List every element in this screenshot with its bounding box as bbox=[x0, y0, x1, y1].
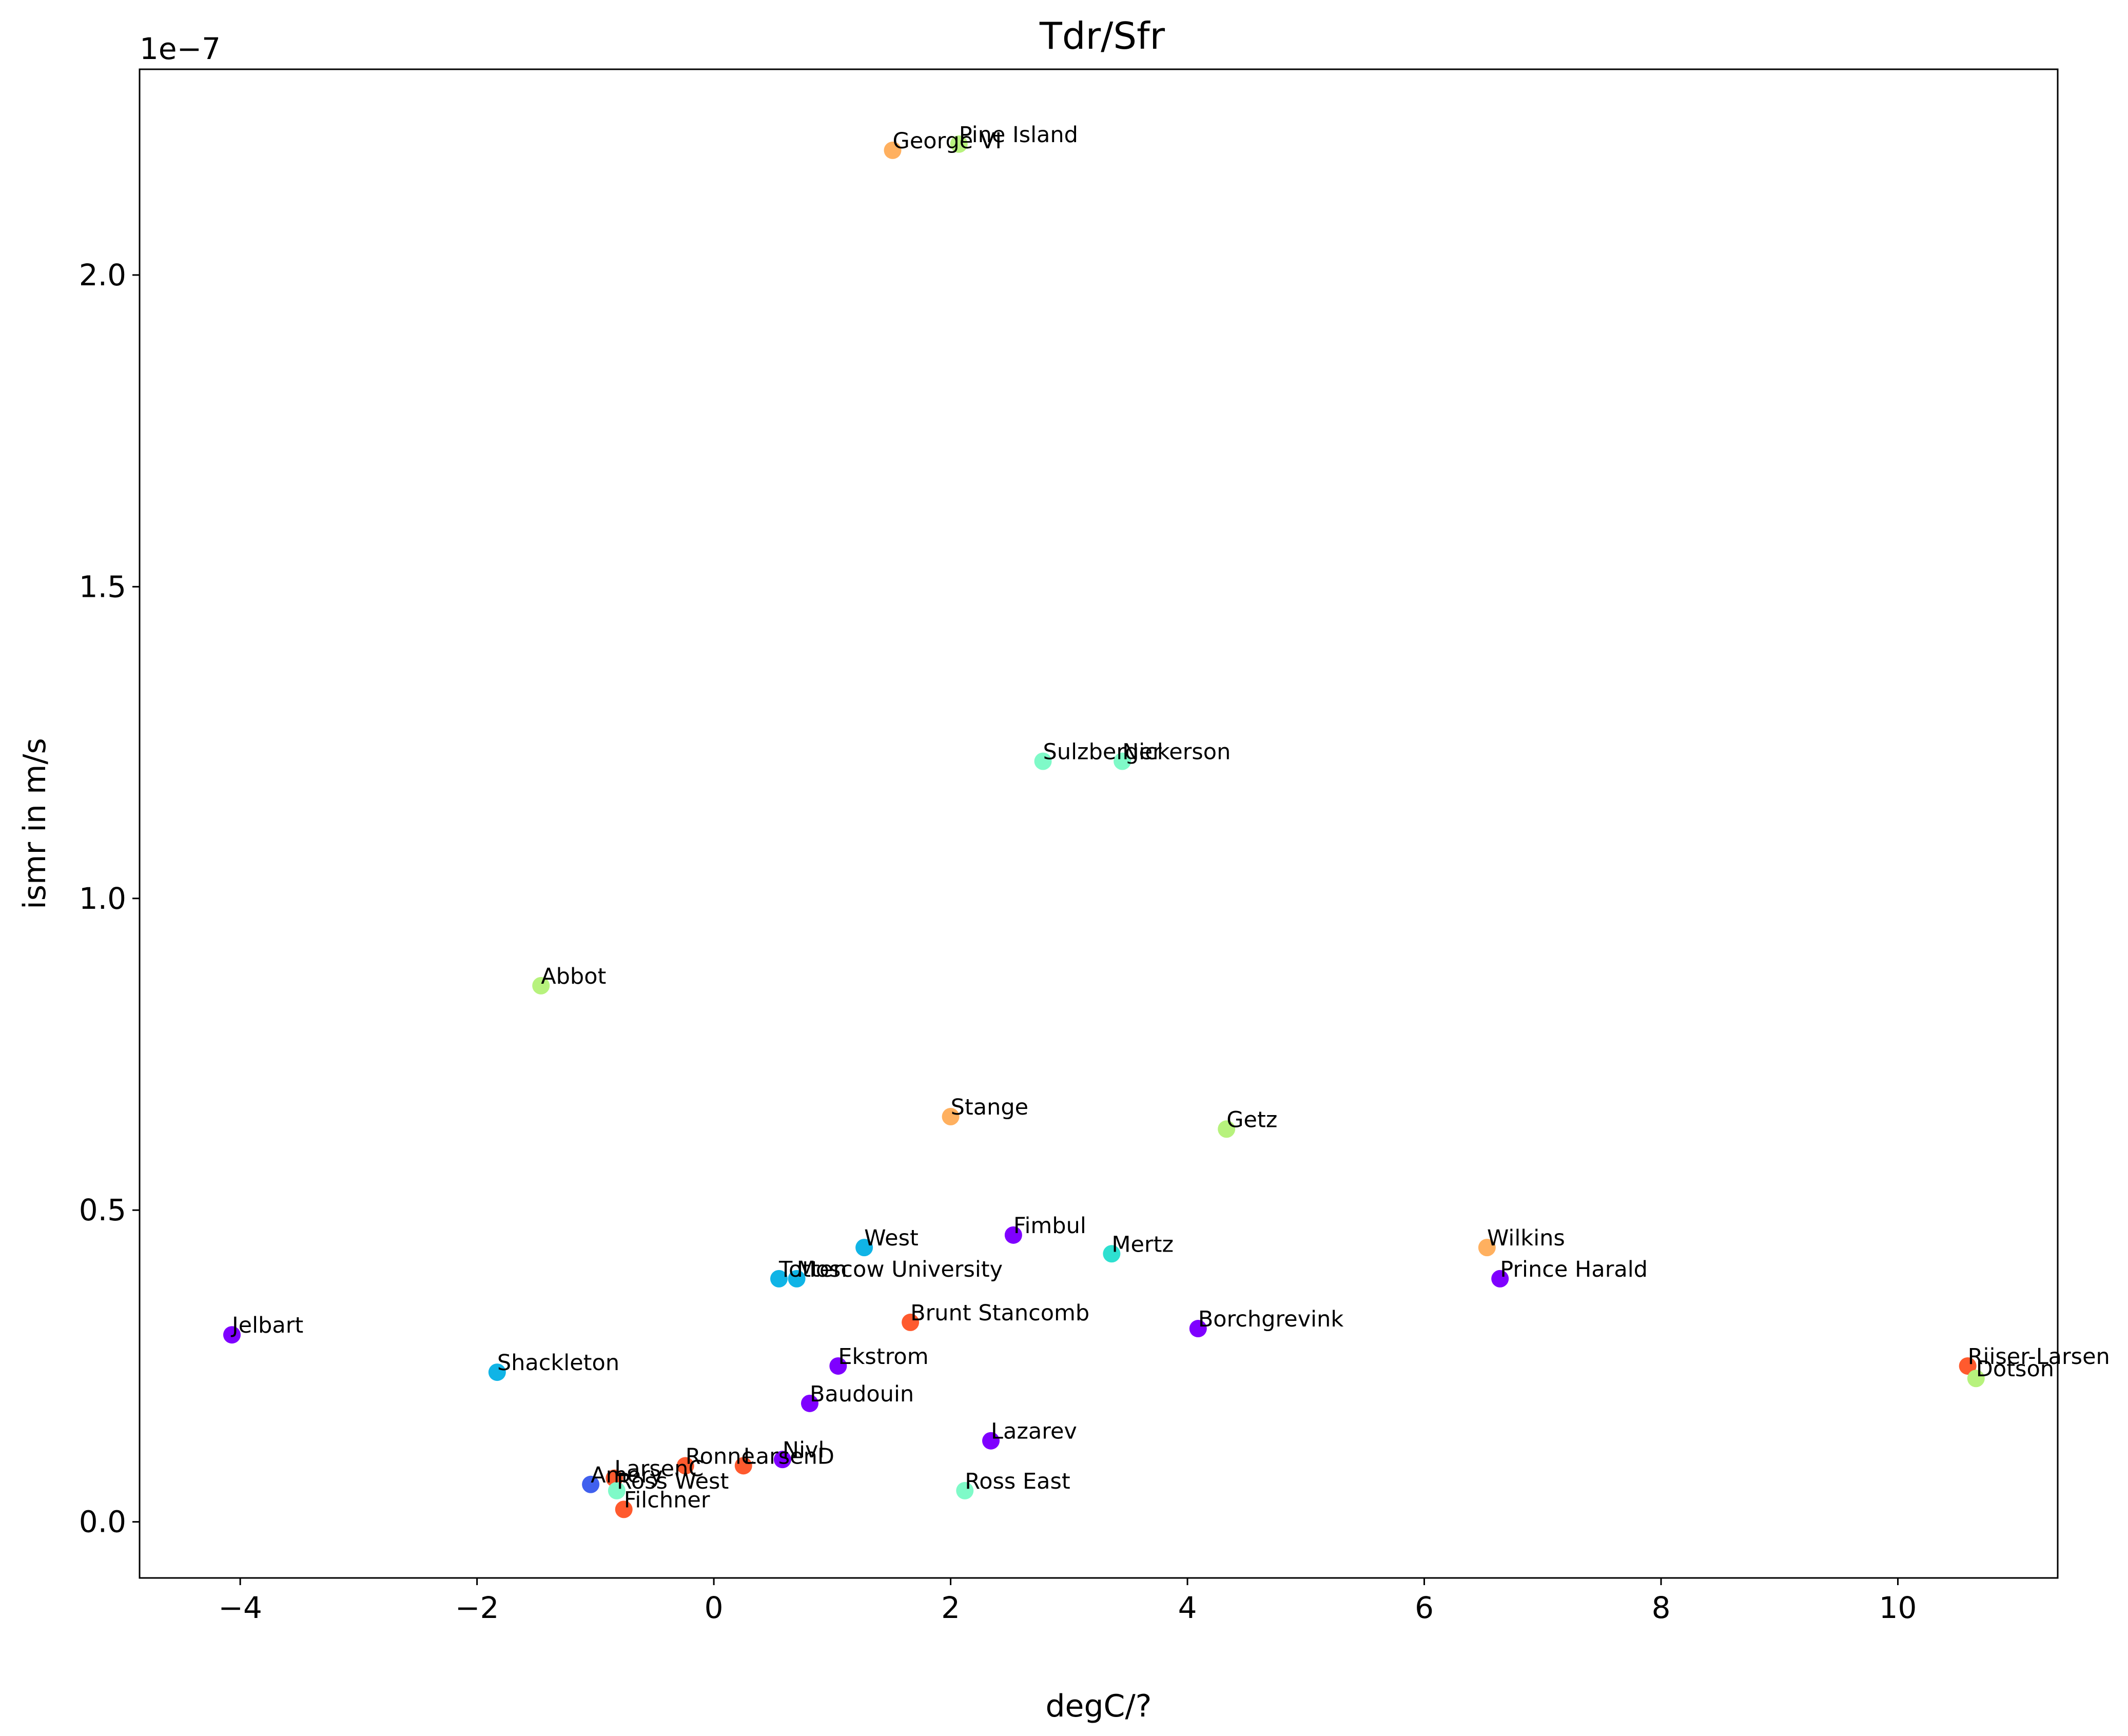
y-tick-label: 2.0 bbox=[79, 258, 126, 292]
point-label: Baudouin bbox=[810, 1381, 914, 1407]
data-point bbox=[608, 1481, 626, 1499]
point-label: Nivl bbox=[783, 1437, 825, 1463]
x-tick-label: 6 bbox=[1415, 1590, 1434, 1625]
data-point bbox=[532, 977, 550, 994]
data-point bbox=[982, 1432, 1000, 1450]
data-point bbox=[829, 1357, 847, 1375]
y-tick-label: 1.5 bbox=[79, 569, 126, 604]
point-label: Amery bbox=[591, 1462, 663, 1488]
data-point bbox=[1034, 752, 1052, 770]
point-label: Getz bbox=[1226, 1107, 1277, 1133]
y-tick-label: 0.5 bbox=[79, 1193, 126, 1227]
y-axis-ticks: 0.0 0.5 1.0 1.5 2.0 bbox=[79, 258, 140, 1539]
x-tick-label: 8 bbox=[1652, 1590, 1671, 1625]
point-label: Stange bbox=[951, 1095, 1029, 1120]
point-label: George VI bbox=[893, 128, 1002, 154]
point-label: Riiser-Larsen bbox=[1968, 1344, 2110, 1370]
data-point bbox=[223, 1326, 241, 1344]
x-tick-label: −2 bbox=[455, 1590, 499, 1625]
y-tick-label: 1.0 bbox=[79, 881, 126, 916]
x-axis-ticks: −4 −2 0 2 4 6 8 10 bbox=[218, 1578, 1917, 1625]
point-label: Borchgrevink bbox=[1198, 1306, 1344, 1332]
data-point bbox=[788, 1270, 806, 1288]
data-point bbox=[582, 1475, 600, 1493]
x-tick-label: 0 bbox=[705, 1590, 724, 1625]
data-point bbox=[1114, 752, 1131, 770]
point-label: Wilkins bbox=[1487, 1225, 1565, 1251]
point-label: Fimbul bbox=[1013, 1213, 1086, 1239]
point-label: Shackleton bbox=[497, 1350, 619, 1376]
y-scale-label: 1e−7 bbox=[140, 31, 221, 66]
data-point bbox=[942, 1107, 960, 1125]
x-tick-label: 2 bbox=[941, 1590, 960, 1625]
point-label: Ronne bbox=[686, 1444, 755, 1469]
point-label: Lazarev bbox=[991, 1419, 1077, 1445]
data-point bbox=[1218, 1120, 1236, 1138]
data-point bbox=[615, 1500, 633, 1518]
data-point bbox=[676, 1457, 694, 1475]
point-label: Ekstrom bbox=[838, 1344, 928, 1370]
data-point bbox=[773, 1451, 791, 1469]
point-label: Nickerson bbox=[1122, 739, 1231, 765]
point-label: Totten bbox=[778, 1257, 847, 1282]
y-tick-label: 0.0 bbox=[79, 1505, 126, 1539]
x-tick-label: 10 bbox=[1879, 1590, 1917, 1625]
point-label: Mertz bbox=[1111, 1232, 1174, 1257]
point-label: Abbot bbox=[541, 964, 606, 989]
data-point bbox=[1959, 1357, 1977, 1375]
point-label: Ross West bbox=[617, 1469, 729, 1494]
data-point bbox=[770, 1270, 788, 1288]
data-point bbox=[902, 1313, 920, 1331]
data-point bbox=[884, 141, 902, 159]
point-label: Prince Harald bbox=[1500, 1257, 1648, 1282]
data-point bbox=[1004, 1226, 1022, 1244]
data-point bbox=[1491, 1270, 1509, 1288]
data-point bbox=[1967, 1370, 1985, 1388]
point-label: Pine Island bbox=[959, 122, 1078, 148]
point-label: LarsenC bbox=[614, 1456, 704, 1482]
data-point bbox=[488, 1363, 506, 1381]
data-points bbox=[223, 135, 1985, 1518]
data-point bbox=[956, 1481, 974, 1499]
point-label: Sulzberger bbox=[1043, 739, 1162, 765]
point-label: Moscow University bbox=[797, 1257, 1003, 1282]
y-axis-title: ismr in m/s bbox=[17, 738, 53, 909]
data-point bbox=[801, 1394, 818, 1412]
point-label: West bbox=[864, 1225, 919, 1251]
point-label: Filchner bbox=[624, 1487, 710, 1513]
data-point bbox=[950, 135, 968, 153]
point-label: Dotson bbox=[1976, 1356, 2054, 1382]
point-label: Ross East bbox=[965, 1469, 1070, 1494]
plot-frame bbox=[139, 68, 2059, 1579]
chart-title: Tdr/Sfr bbox=[1039, 14, 1165, 57]
point-label: LarsenD bbox=[744, 1444, 834, 1469]
x-tick-label: 4 bbox=[1178, 1590, 1197, 1625]
data-point bbox=[734, 1457, 752, 1475]
data-point bbox=[1103, 1245, 1121, 1263]
data-point bbox=[1189, 1320, 1207, 1338]
point-label: Brunt Stancomb bbox=[910, 1300, 1089, 1326]
x-tick-label: −4 bbox=[218, 1590, 262, 1625]
x-axis-title: degC/? bbox=[1045, 1688, 1151, 1724]
data-point bbox=[855, 1239, 873, 1257]
data-point bbox=[1478, 1239, 1496, 1257]
point-label: Jelbart bbox=[230, 1313, 303, 1338]
